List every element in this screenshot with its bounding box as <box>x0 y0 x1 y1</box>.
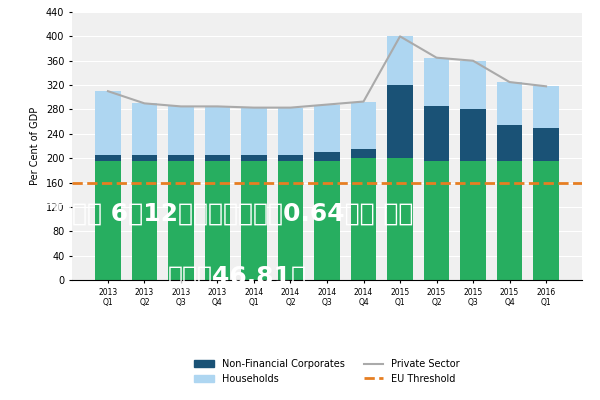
Bar <box>205 161 230 280</box>
Bar <box>424 58 449 106</box>
Bar <box>533 86 559 128</box>
Bar <box>533 161 559 280</box>
Bar <box>95 91 121 155</box>
Bar <box>424 161 449 280</box>
Bar <box>460 110 486 161</box>
Bar <box>460 161 486 280</box>
Bar <box>168 161 194 280</box>
Bar <box>131 155 157 161</box>
Bar <box>241 161 267 280</box>
Bar <box>278 155 303 161</box>
Bar <box>497 82 523 125</box>
Bar <box>314 152 340 161</box>
Text: 配资融券交易 6月12日大丰转傘上涨0.64％， 转股: 配资融券交易 6月12日大丰转傘上涨0.64％， 转股 <box>12 202 413 226</box>
Bar <box>314 161 340 280</box>
Bar <box>497 125 523 161</box>
Bar <box>168 155 194 161</box>
Y-axis label: Per Cent of GDP: Per Cent of GDP <box>31 107 40 185</box>
Bar <box>533 128 559 161</box>
Bar <box>387 36 413 85</box>
Bar <box>278 108 303 155</box>
Bar <box>351 149 376 158</box>
Bar <box>241 108 267 155</box>
Bar <box>314 104 340 152</box>
Bar <box>95 161 121 280</box>
Bar <box>351 158 376 280</box>
Bar <box>497 161 523 280</box>
Bar <box>424 106 449 161</box>
Bar <box>351 102 376 149</box>
Bar <box>95 155 121 161</box>
Bar <box>168 106 194 155</box>
Text: 溢价率46.81％: 溢价率46.81％ <box>168 264 307 288</box>
Bar <box>205 106 230 155</box>
Bar <box>387 158 413 280</box>
Legend: Non-Financial Corporates, Households, Private Sector, EU Threshold: Non-Financial Corporates, Households, Pr… <box>190 355 464 388</box>
Bar <box>241 155 267 161</box>
Bar <box>460 61 486 110</box>
Bar <box>278 161 303 280</box>
Bar <box>387 85 413 158</box>
Bar <box>131 103 157 155</box>
Bar <box>131 161 157 280</box>
Bar <box>205 155 230 161</box>
